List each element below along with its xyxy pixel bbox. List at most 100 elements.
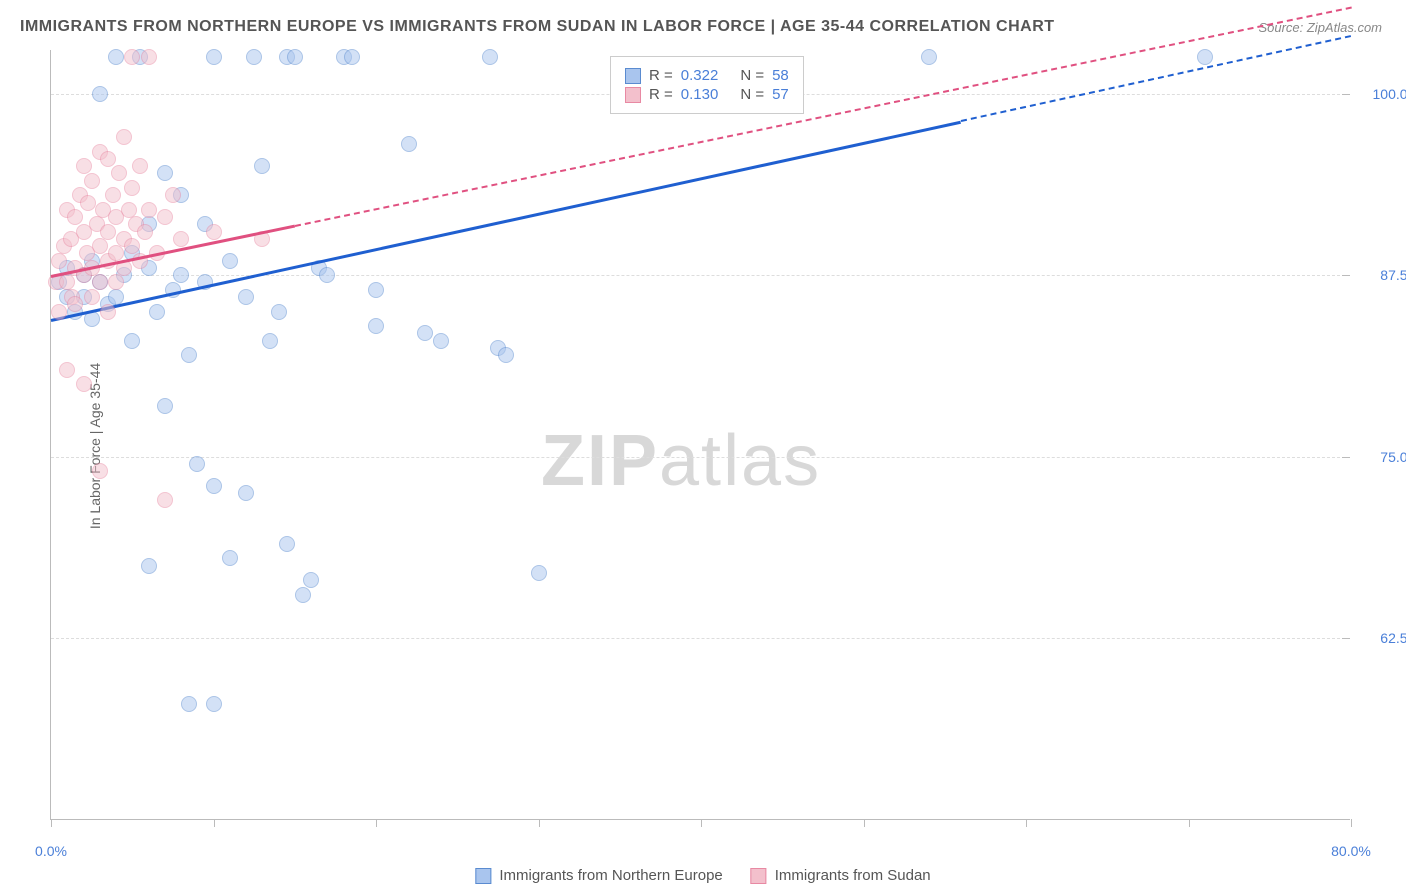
scatter-point <box>124 238 140 254</box>
chart-title: IMMIGRANTS FROM NORTHERN EUROPE VS IMMIG… <box>20 18 1055 36</box>
scatter-point <box>137 224 153 240</box>
scatter-point <box>279 536 295 552</box>
legend-swatch <box>751 868 767 884</box>
legend-swatch <box>475 868 491 884</box>
scatter-point <box>295 587 311 603</box>
x-tick <box>539 819 540 827</box>
watermark-atlas: atlas <box>659 421 821 501</box>
scatter-point <box>165 187 181 203</box>
legend-n-value: 58 <box>772 67 789 84</box>
scatter-point <box>141 558 157 574</box>
gridline-horizontal <box>51 638 1350 639</box>
legend-r-value: 0.322 <box>681 67 719 84</box>
legend-label: Immigrants from Sudan <box>775 867 931 884</box>
scatter-point <box>417 325 433 341</box>
x-tick <box>701 819 702 827</box>
scatter-point <box>84 173 100 189</box>
scatter-point <box>206 478 222 494</box>
scatter-point <box>124 333 140 349</box>
x-tick <box>1351 819 1352 827</box>
x-tick-label: 0.0% <box>35 843 67 859</box>
scatter-point <box>149 304 165 320</box>
scatter-point <box>100 224 116 240</box>
x-tick-label: 80.0% <box>1331 843 1371 859</box>
scatter-plot-area: ZIPatlas 62.5%75.0%87.5%100.0%0.0%80.0% <box>50 50 1350 820</box>
scatter-point <box>287 49 303 65</box>
scatter-point <box>108 245 124 261</box>
scatter-point <box>206 49 222 65</box>
y-tick-label: 100.0% <box>1360 86 1406 102</box>
scatter-point <box>59 362 75 378</box>
scatter-point <box>157 492 173 508</box>
legend-r-value: 0.130 <box>681 86 719 103</box>
y-tick-label: 75.0% <box>1360 449 1406 465</box>
scatter-point <box>51 304 67 320</box>
scatter-point <box>181 347 197 363</box>
scatter-point <box>141 49 157 65</box>
legend-n-prefix: N = <box>740 67 764 84</box>
scatter-point <box>368 318 384 334</box>
scatter-point <box>92 274 108 290</box>
scatter-point <box>921 49 937 65</box>
scatter-point <box>67 296 83 312</box>
scatter-point <box>51 253 67 269</box>
scatter-point <box>141 202 157 218</box>
scatter-point <box>433 333 449 349</box>
legend-swatch <box>625 68 641 84</box>
legend-n-value: 57 <box>772 86 789 103</box>
x-tick <box>214 819 215 827</box>
gridline-horizontal <box>51 457 1350 458</box>
scatter-point <box>108 49 124 65</box>
scatter-point <box>173 267 189 283</box>
scatter-point <box>238 289 254 305</box>
scatter-point <box>319 267 335 283</box>
scatter-point <box>181 696 197 712</box>
scatter-point <box>238 485 254 501</box>
scatter-point <box>157 165 173 181</box>
y-tick <box>1342 638 1350 639</box>
scatter-point <box>222 253 238 269</box>
scatter-point <box>368 282 384 298</box>
scatter-point <box>157 398 173 414</box>
trend-line-extrapolated <box>295 6 1352 226</box>
scatter-point <box>100 151 116 167</box>
scatter-point <box>67 209 83 225</box>
legend-swatch <box>625 87 641 103</box>
scatter-point <box>84 289 100 305</box>
trend-line <box>51 120 962 321</box>
legend-label: Immigrants from Northern Europe <box>499 867 722 884</box>
scatter-point <box>173 231 189 247</box>
scatter-point <box>124 49 140 65</box>
scatter-point <box>132 158 148 174</box>
scatter-point <box>498 347 514 363</box>
scatter-point <box>157 209 173 225</box>
legend-item: Immigrants from Sudan <box>751 867 931 884</box>
scatter-point <box>92 238 108 254</box>
scatter-point <box>1197 49 1213 65</box>
scatter-point <box>76 376 92 392</box>
scatter-point <box>76 158 92 174</box>
scatter-point <box>271 304 287 320</box>
legend-row: R = 0.130 N = 57 <box>625 86 789 103</box>
scatter-point <box>222 550 238 566</box>
scatter-point <box>108 274 124 290</box>
x-tick <box>1026 819 1027 827</box>
x-tick <box>1189 819 1190 827</box>
scatter-point <box>206 696 222 712</box>
scatter-point <box>92 86 108 102</box>
x-tick <box>51 819 52 827</box>
legend-n-prefix: N = <box>740 86 764 103</box>
scatter-point <box>80 195 96 211</box>
x-tick <box>864 819 865 827</box>
scatter-point <box>206 224 222 240</box>
legend-r-prefix: R = <box>649 86 673 103</box>
correlation-legend: R = 0.322 N = 58 R = 0.130 N = 57 <box>610 56 804 114</box>
scatter-point <box>116 129 132 145</box>
scatter-point <box>246 49 262 65</box>
scatter-point <box>92 463 108 479</box>
y-tick <box>1342 457 1350 458</box>
scatter-point <box>100 304 116 320</box>
watermark: ZIPatlas <box>541 420 821 502</box>
scatter-point <box>482 49 498 65</box>
scatter-point <box>189 456 205 472</box>
